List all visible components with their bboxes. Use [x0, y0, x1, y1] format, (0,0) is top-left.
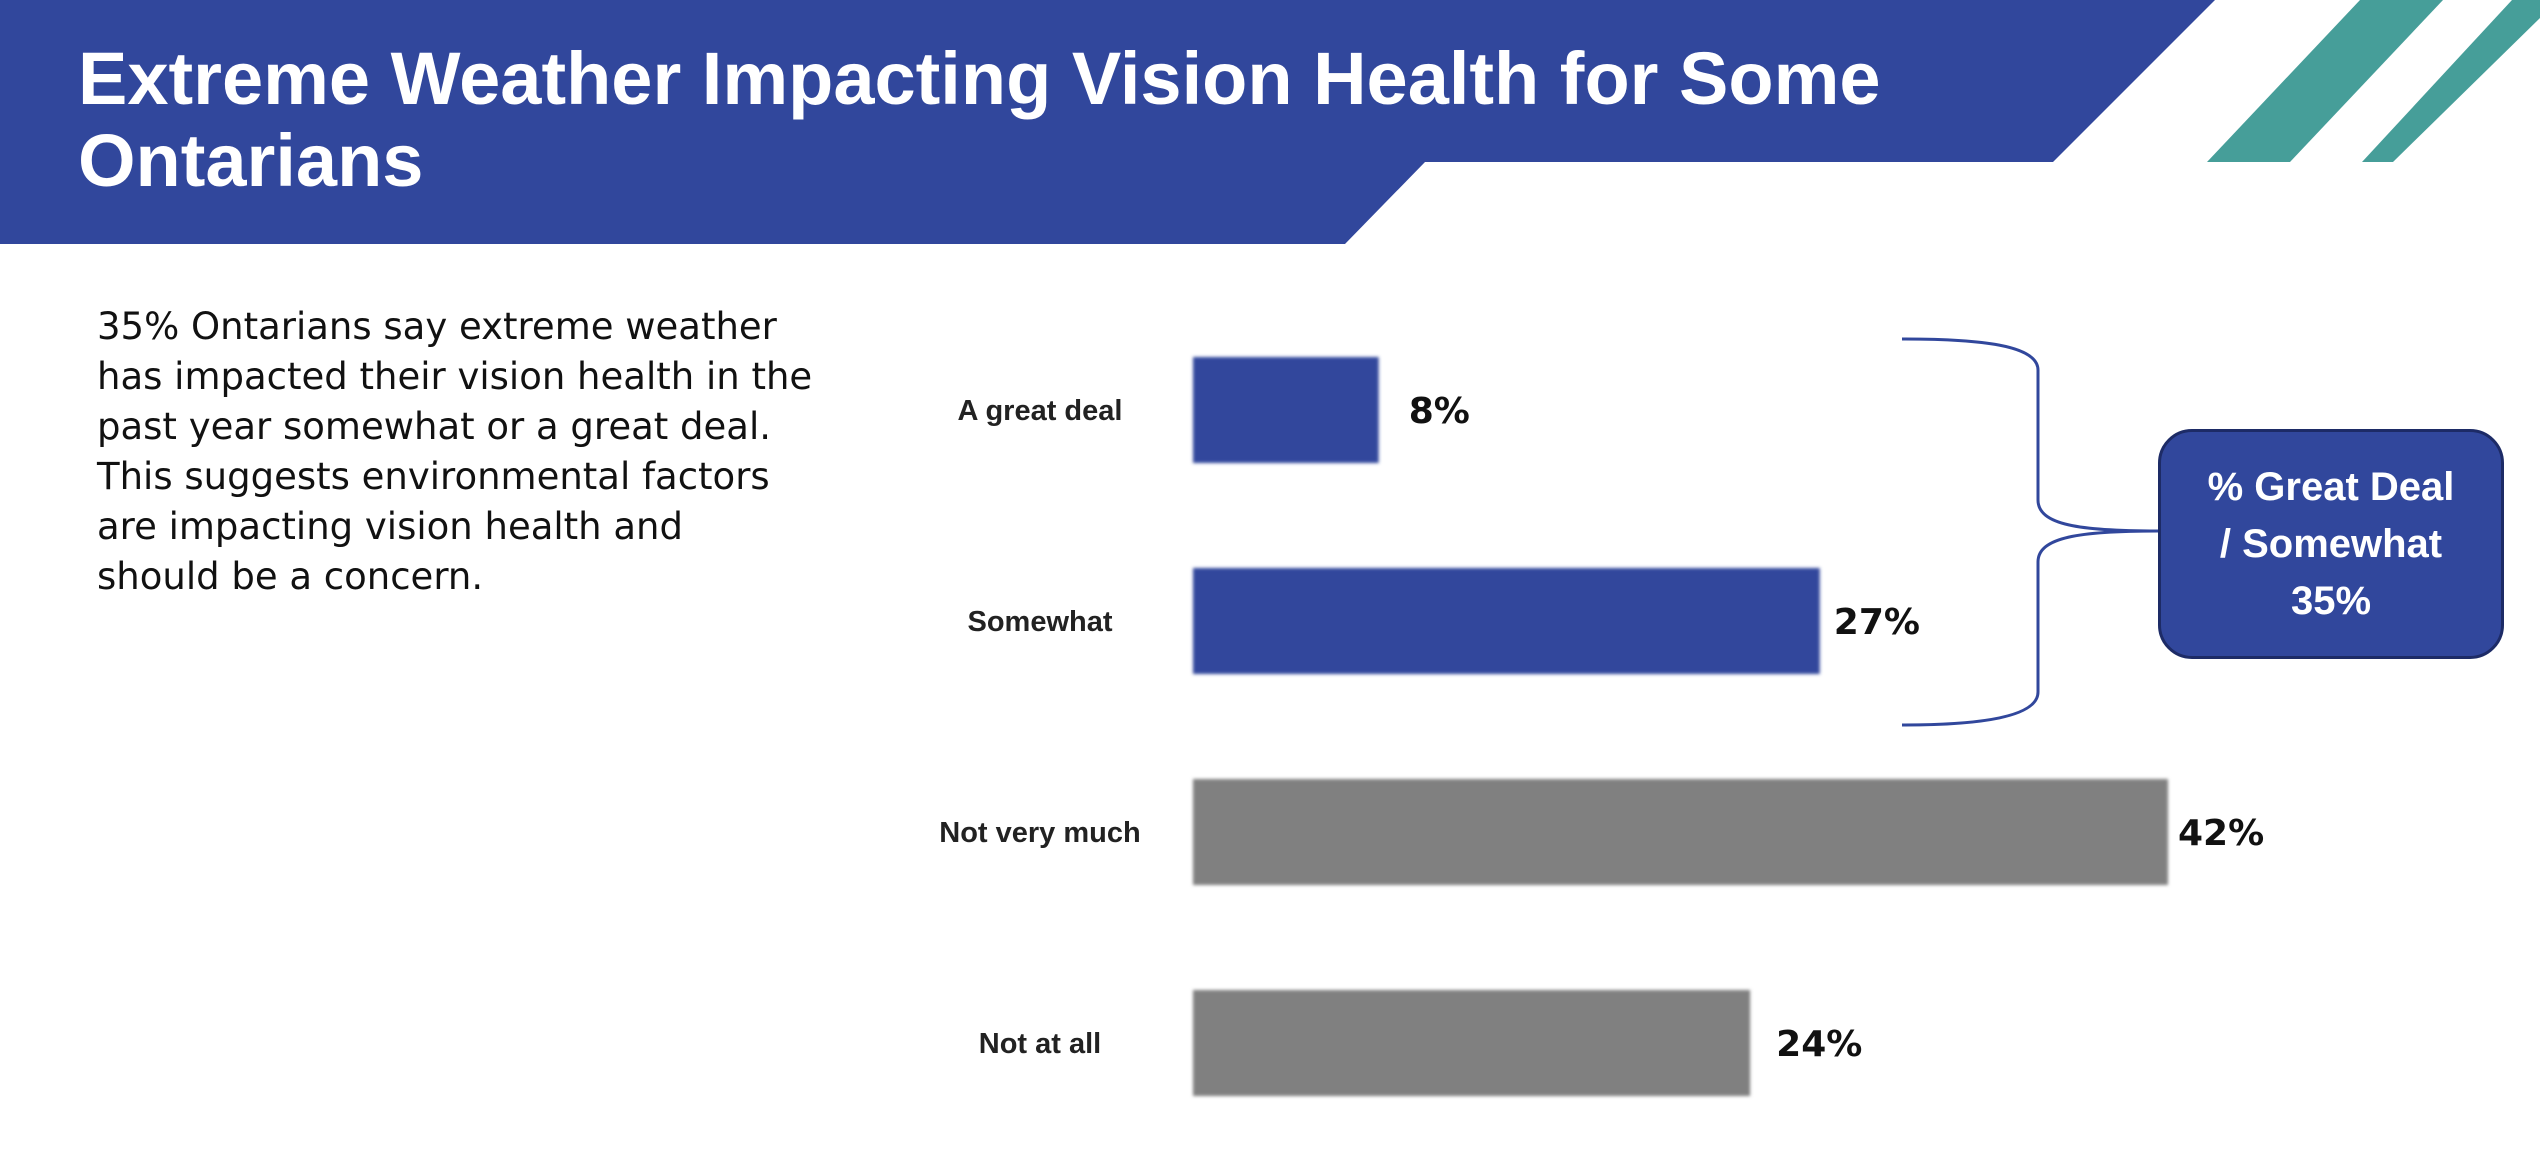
teal-stripe-left [2207, 0, 2443, 162]
page-title: Extreme Weather Impacting Vision Health … [78, 37, 1881, 202]
category-label-somewhat: Somewhat [967, 606, 1112, 638]
teal-stripe-right [2362, 0, 2540, 162]
summary-callout-box: % Great Deal / Somewhat 35% [2158, 429, 2504, 659]
callout-text: % Great Deal / Somewhat 35% [2207, 464, 2455, 623]
value-label-a-great-deal: 8% [1409, 391, 1470, 432]
category-label-not-at-all: Not at all [979, 1028, 1101, 1060]
category-label-a-great-deal: A great deal [958, 395, 1123, 427]
bar-somewhat [1193, 568, 1820, 674]
header-banner-shape [0, 0, 2215, 244]
value-label-somewhat: 27% [1834, 602, 1920, 643]
header-banner [0, 0, 2540, 244]
group-brace [1901, 337, 2159, 727]
bar-a-great-deal [1193, 357, 1379, 463]
summary-text: 35% Ontarians say extreme weather has im… [97, 305, 813, 598]
value-label-not-very-much: 42% [2178, 813, 2264, 854]
value-label-not-at-all: 24% [1776, 1024, 1862, 1065]
bar-not-at-all [1193, 990, 1751, 1096]
category-label-not-very-much: Not very much [939, 817, 1140, 849]
bar-not-very-much [1193, 779, 2168, 885]
